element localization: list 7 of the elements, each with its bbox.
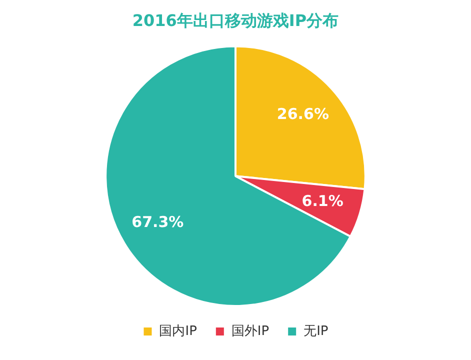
- data-label: 6.1%: [302, 192, 344, 210]
- data-label: 26.6%: [276, 105, 329, 124]
- legend-label: 国外IP: [231, 324, 270, 339]
- legend-label: 国内IP: [159, 324, 198, 339]
- data-label: 67.3%: [132, 213, 184, 232]
- chart-title: 2016年出口移动游戏IP分布: [132, 10, 339, 30]
- legend-label: 无IP: [304, 324, 328, 339]
